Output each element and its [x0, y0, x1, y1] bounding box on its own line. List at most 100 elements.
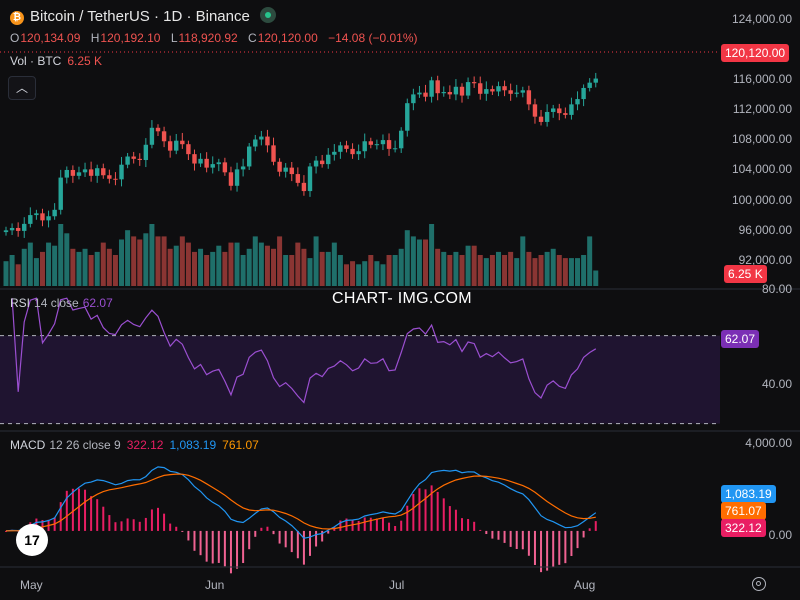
volume-bar	[271, 248, 277, 286]
macd-histogram-bar	[254, 530, 257, 537]
macd-line-value: 1,083.19	[169, 438, 217, 452]
candle-body	[551, 108, 556, 112]
candle-body	[471, 82, 477, 84]
candle-body	[435, 80, 440, 94]
macd-histogram-bar	[576, 530, 579, 549]
volume-bar	[167, 248, 173, 286]
macd-histogram-bar	[351, 520, 354, 531]
volume-bar	[179, 236, 185, 286]
symbol-header[interactable]: ₿ Bitcoin / TetherUS · 1D · Binance	[10, 7, 276, 25]
candle-body	[338, 145, 343, 152]
candle-body	[344, 145, 349, 149]
tradingview-logo[interactable]: 17	[16, 524, 48, 556]
macd-histogram-bar	[223, 530, 226, 567]
candle-body	[532, 104, 538, 117]
change-value: −14.08 (−0.01%)	[328, 31, 418, 45]
volume-bar	[100, 242, 106, 286]
macd-histogram-bar	[588, 528, 591, 531]
candle-body	[131, 156, 136, 159]
volume-bar	[362, 261, 368, 286]
candle-body	[283, 167, 288, 172]
signal-line	[5, 473, 596, 532]
rsi-legend[interactable]: RSI 14 close 62.07	[10, 296, 113, 310]
macd-tick: 4,000.00	[745, 436, 792, 450]
macd-histogram-bar	[205, 530, 208, 562]
volume-bar	[289, 255, 295, 286]
macd-histogram-bar	[424, 489, 427, 531]
candle-body	[526, 90, 532, 105]
candle-body	[295, 174, 301, 183]
candle-body	[149, 127, 155, 145]
volume-bar	[173, 245, 179, 286]
macd-histogram-bar	[515, 530, 518, 550]
candle-body	[502, 86, 507, 91]
candle-body	[259, 136, 264, 140]
month-label: Aug	[574, 578, 596, 592]
candle-body	[557, 108, 562, 114]
macd-histogram-bar	[150, 509, 153, 531]
volume-bar	[550, 248, 556, 286]
rsi-band-area	[0, 335, 720, 425]
volume-bar	[495, 251, 501, 286]
volume-bar	[210, 251, 216, 286]
candle-body	[192, 154, 197, 164]
macd-histogram-bar	[473, 521, 476, 531]
volume-bar	[404, 230, 410, 286]
candle-body	[423, 92, 428, 97]
high-value: 120,192.10	[100, 31, 161, 45]
macd-histogram-bar	[169, 523, 172, 531]
macd-histogram-bar	[546, 530, 549, 571]
macd-histogram-bar	[454, 509, 457, 531]
price-tick: 104,000.00	[731, 162, 792, 176]
candle-body	[478, 83, 483, 94]
macd-histogram-bar	[345, 518, 348, 531]
macd-histogram-bar	[375, 518, 378, 531]
candle-body	[587, 82, 592, 88]
settings-icon[interactable]	[752, 577, 766, 591]
volume-bars	[3, 224, 599, 286]
volume-bar	[447, 255, 453, 286]
rsi-band	[0, 335, 720, 424]
macd-histogram-bar	[260, 527, 263, 531]
rsi-line-group	[11, 297, 597, 404]
candle-body	[465, 82, 471, 96]
macd-legend[interactable]: MACD 12 26 close 9 322.12 1,083.19 761.07	[10, 438, 259, 452]
volume-legend[interactable]: Vol · BTC 6.25 K	[10, 54, 102, 68]
collapse-legend-button[interactable]: ︿	[8, 76, 36, 100]
volume-bar	[46, 242, 52, 286]
volume-bar	[198, 248, 204, 286]
candle-body	[490, 89, 495, 92]
volume-bar	[3, 261, 9, 286]
macd-histogram-bar	[491, 530, 494, 539]
volume-bar	[58, 224, 64, 286]
macd-histogram-bar	[485, 530, 488, 535]
volume-bar	[185, 242, 191, 286]
macd-histogram-bar	[558, 530, 561, 565]
macd-histogram-bar	[388, 522, 391, 531]
macd-histogram-bar	[175, 526, 178, 531]
candle-body	[228, 172, 234, 186]
ohlc-legend: O120,134.09 H120,192.10 L118,920.92 C120…	[10, 31, 425, 45]
candle-body	[240, 166, 246, 170]
bitcoin-icon: ₿	[10, 11, 24, 25]
volume-bar	[125, 230, 131, 286]
market-status-icon[interactable]	[259, 7, 276, 23]
month-label: Jul	[389, 578, 405, 592]
candle-body	[326, 154, 331, 165]
candle-body	[417, 92, 422, 95]
volume-bar	[587, 236, 593, 286]
macd-histogram-bar	[272, 530, 275, 535]
candle-body	[514, 92, 519, 94]
macd-histogram-bar	[138, 521, 141, 531]
volume-bar	[392, 255, 398, 286]
candle-body	[374, 144, 380, 146]
volume-bar	[88, 255, 94, 286]
open-value: 120,134.09	[20, 31, 81, 45]
macd-histogram-bar	[193, 530, 196, 551]
volume-bar	[21, 248, 27, 286]
last-price-badge: 120,120.00	[721, 44, 790, 62]
macd-name: MACD	[10, 438, 46, 452]
macd-histogram-bar	[394, 526, 397, 531]
candle-body	[210, 164, 215, 168]
